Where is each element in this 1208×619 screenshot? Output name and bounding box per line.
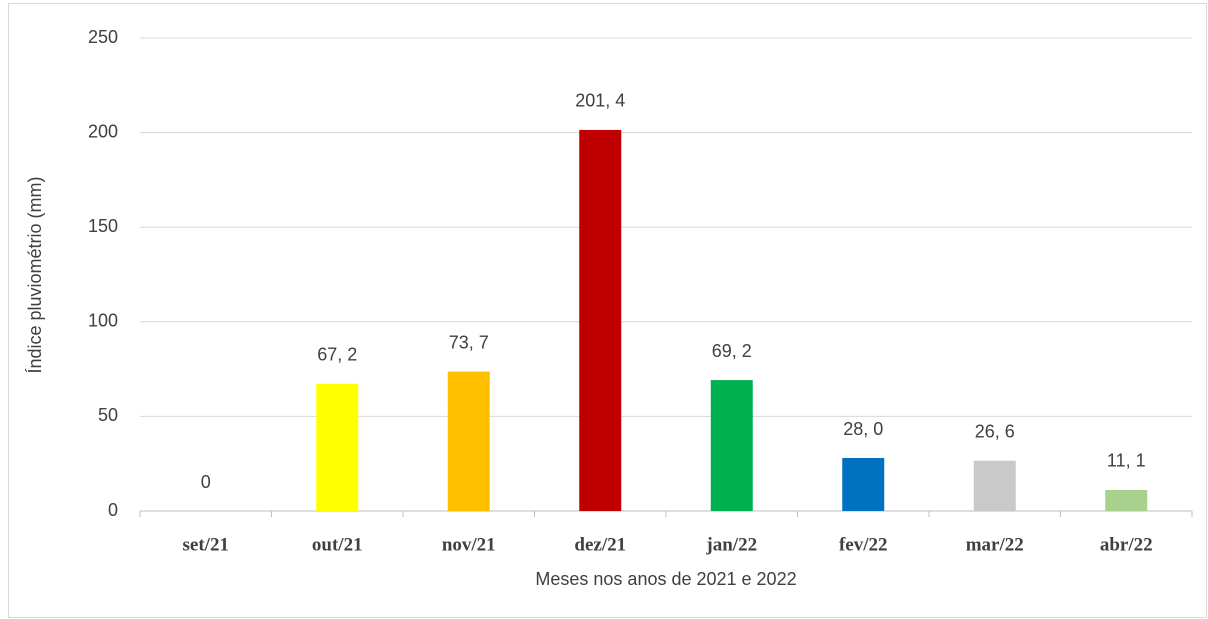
data-label: 201, 4: [575, 91, 625, 111]
x-tick-label: set/21: [183, 534, 229, 555]
x-tick-label: nov/21: [442, 534, 496, 555]
bar: [842, 458, 885, 511]
y-tick-label: 250: [88, 27, 118, 47]
bar: [579, 129, 622, 511]
y-tick-label: 150: [88, 216, 118, 236]
data-label: 0: [201, 472, 211, 492]
x-tick-label: dez/21: [574, 534, 626, 555]
y-tick-label: 100: [88, 311, 118, 331]
y-tick-label: 0: [108, 500, 118, 520]
bar: [710, 380, 753, 511]
bar: [316, 383, 359, 511]
x-tick-label: abr/22: [1100, 534, 1153, 555]
bar: [973, 460, 1016, 511]
data-label: 73, 7: [449, 332, 489, 352]
y-tick-label: 50: [98, 405, 118, 425]
data-label: 67, 2: [317, 345, 357, 365]
data-label: 26, 6: [975, 421, 1015, 441]
y-tick-label: 200: [88, 121, 118, 141]
x-tick-label: jan/22: [705, 534, 757, 555]
x-tick-label: fev/22: [839, 534, 888, 555]
x-axis-title: Meses nos anos de 2021 e 2022: [535, 569, 796, 589]
data-label: 11, 1: [1107, 451, 1146, 471]
bar: [1105, 489, 1148, 511]
data-label: 28, 0: [843, 419, 883, 439]
x-tick-label: out/21: [312, 534, 363, 555]
x-tick-label: mar/22: [966, 534, 1024, 555]
data-label: 69, 2: [712, 341, 752, 361]
y-axis-title: Índice pluviométrio (mm): [25, 176, 45, 373]
bar: [447, 371, 490, 511]
